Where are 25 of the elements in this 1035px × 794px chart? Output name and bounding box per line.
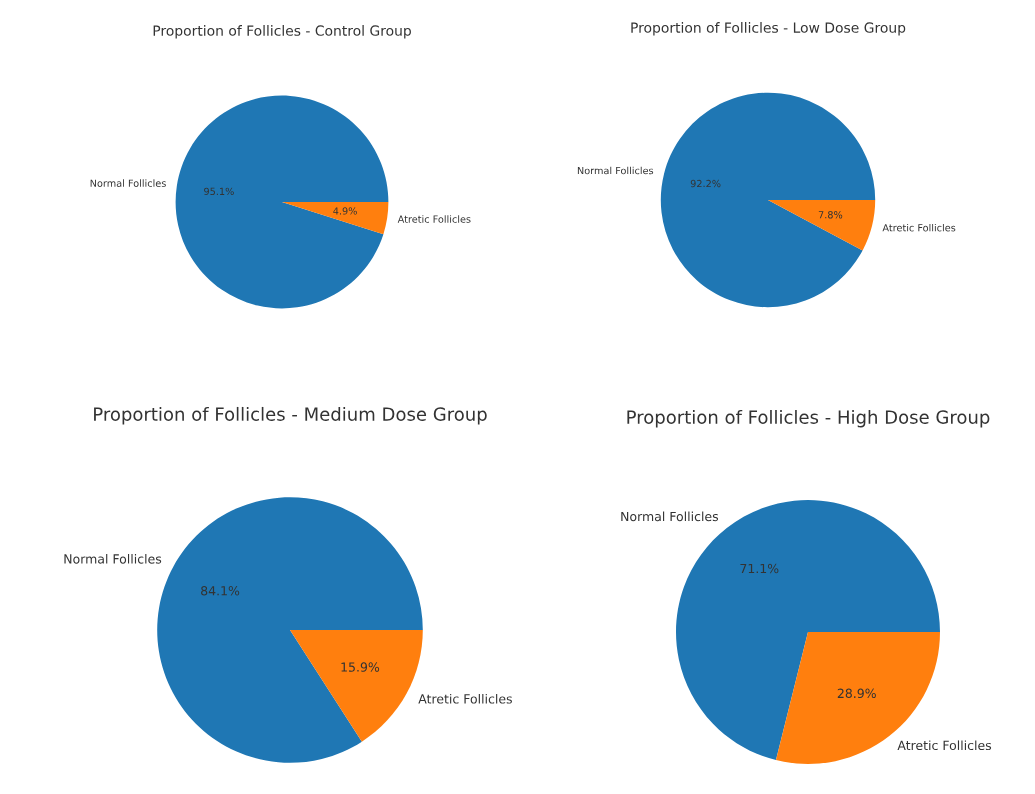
pie-slice [282, 202, 389, 235]
chart-title: Proportion of Follicles - Medium Dose Group [94, 406, 487, 425]
data-label: 7.8% [818, 211, 843, 219]
slice-label: Normal Follicles [64, 553, 162, 564]
chart-title: Proportion of Follicles - Low Dose Group [631, 22, 906, 36]
data-label: 84.1% [201, 586, 240, 596]
chart-title: Proportion of Follicles - High Dose Group [627, 409, 990, 428]
data-label: 15.9% [341, 662, 380, 672]
data-label: 95.1% [204, 187, 234, 196]
data-label: 28.9% [837, 688, 876, 699]
slice-label: Atretic Follicles [897, 740, 992, 751]
slice-label: Atretic Follicles [397, 215, 471, 223]
slice-label: Normal Follicles [90, 179, 166, 187]
chart-title: Proportion of Follicles - Control Group [153, 25, 411, 39]
slice-label: Normal Follicles [577, 166, 654, 175]
data-label: 92.2% [690, 179, 721, 188]
pie-slice [775, 632, 940, 764]
pie-slice [768, 200, 876, 251]
data-label: 71.1% [740, 563, 779, 574]
data-label: 4.9% [333, 207, 357, 215]
pie-slice [175, 95, 389, 309]
pie-slice [660, 92, 876, 308]
slice-label: Normal Follicles [621, 511, 719, 522]
slice-label: Atretic Follicles [882, 223, 956, 232]
slice-label: Atretic Follicles [418, 693, 512, 704]
